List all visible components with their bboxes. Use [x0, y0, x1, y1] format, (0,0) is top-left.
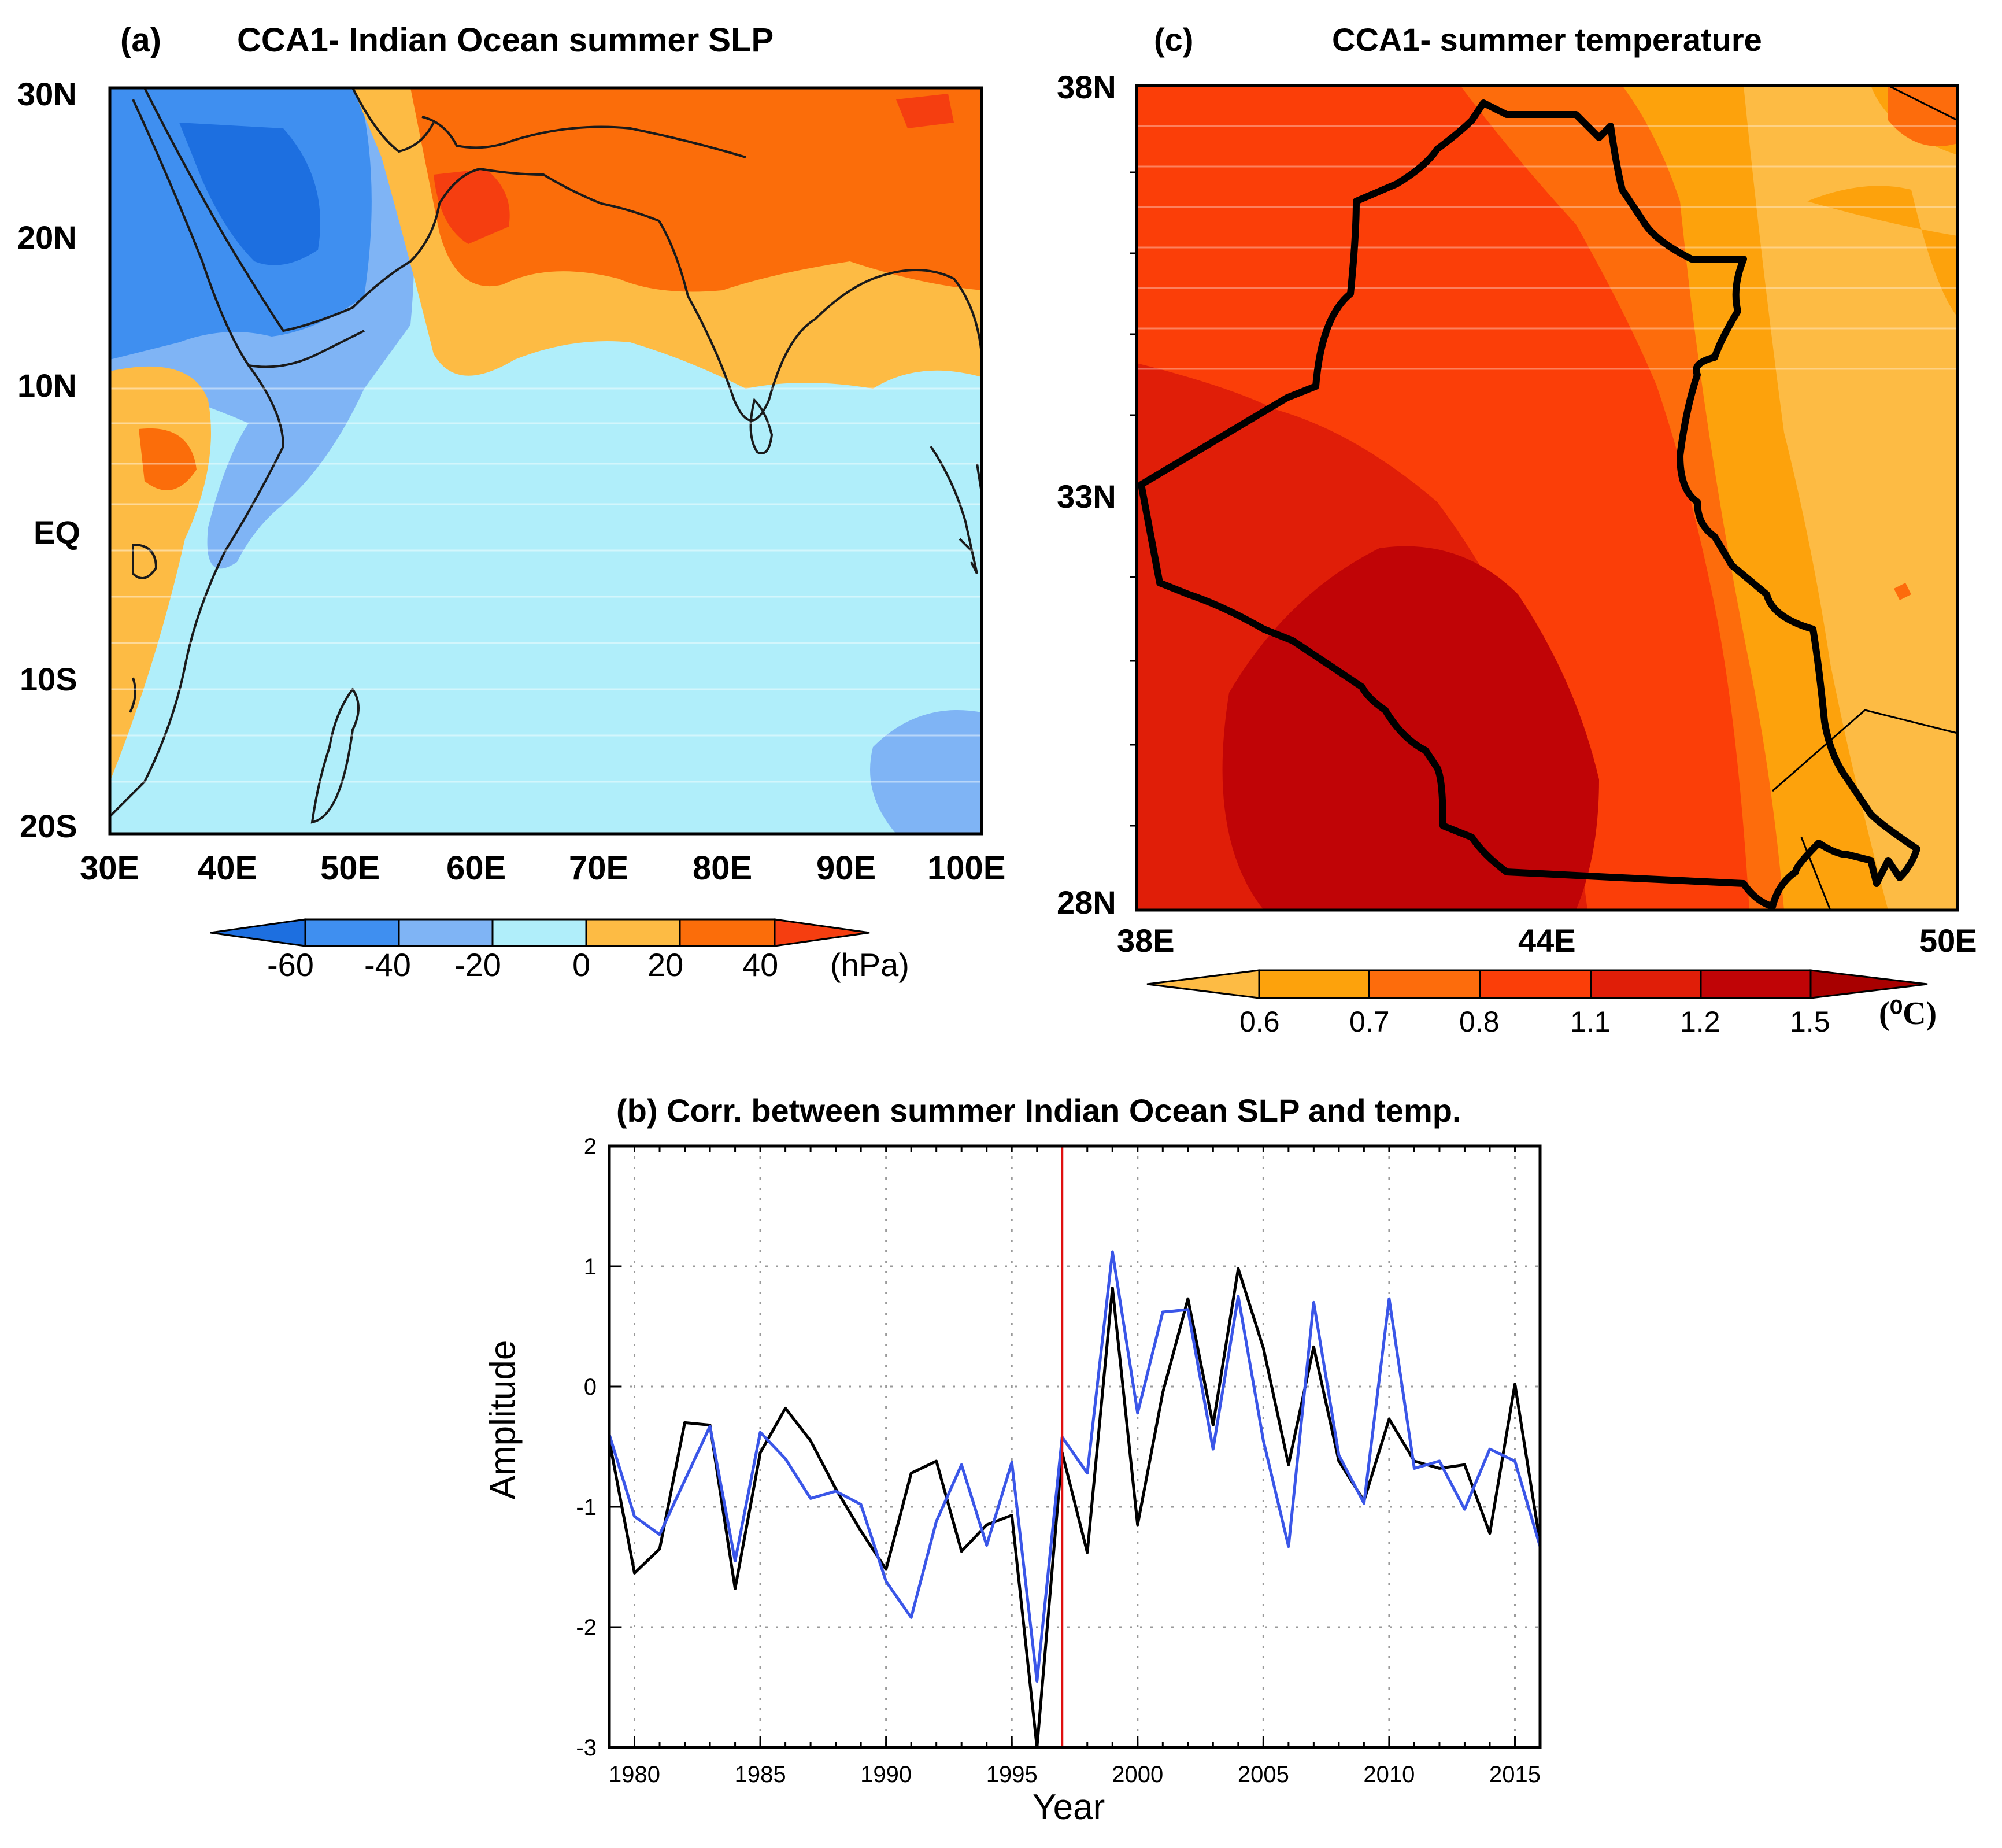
panel-c-colorbar [1146, 969, 1928, 999]
panel-a-lon-label: 100E [927, 849, 1006, 887]
panel-a-colorbar [210, 918, 870, 947]
panel-a-lon-label: 70E [569, 849, 629, 887]
x-tick-label: 2015 [1489, 1762, 1541, 1787]
panel-c-colorbar-tick: 1.5 [1790, 1006, 1830, 1038]
x-axis-label: Year [1033, 1787, 1105, 1827]
y-tick-label: -3 [576, 1735, 597, 1761]
panel-a-lat-label: 20S [20, 808, 77, 844]
y-tick-label: 2 [584, 1134, 597, 1159]
chart-title: (b) Corr. between summer Indian Ocean SL… [616, 1092, 1461, 1129]
x-tick-label: 1995 [986, 1762, 1038, 1787]
panel-a-colorbar-tick: 0 [572, 947, 591, 983]
panel-a-lon-label: 50E [320, 849, 380, 887]
y-tick-label: 1 [584, 1254, 597, 1280]
y-tick-label: -1 [576, 1495, 597, 1520]
panel-c-colorbar-tick: 0.6 [1239, 1006, 1280, 1038]
panel-c-title: CCA1- summer temperature [1332, 21, 1762, 58]
x-tick-label: 1990 [860, 1762, 912, 1787]
panel-c-colorbar-tick: 1.1 [1570, 1006, 1611, 1038]
panel-a-label: (a) [120, 21, 161, 59]
panel-c-lat-label: 38N [1057, 69, 1116, 105]
panel-a-lat-label: 10N [17, 367, 77, 404]
panel-a-colorbar-tick: 20 [647, 947, 684, 983]
panel-a-lon-label: 30E [80, 849, 140, 887]
panel-a-lat-label: 30N [17, 76, 77, 112]
plot-frame [608, 1144, 1542, 1749]
panel-c-lat-label: 28N [1057, 884, 1116, 921]
panel-c-lon-label: 50E [1919, 922, 1977, 959]
x-tick-label: 1980 [609, 1762, 660, 1787]
x-tick-label: 2000 [1112, 1762, 1163, 1787]
panel-a-colorbar-tick: -60 [267, 947, 314, 983]
panel-a-title: CCA1- Indian Ocean summer SLP [237, 21, 774, 59]
y-axis-label: Amplitude [483, 1340, 523, 1500]
series-line-slp [608, 1267, 1542, 1749]
x-tick-label: 1985 [735, 1762, 786, 1787]
panel-a-colorbar-tick: -20 [454, 947, 501, 983]
panel-a-lon-label: 60E [446, 849, 506, 887]
panel-c-colorbar-tick: 0.8 [1459, 1006, 1500, 1038]
panel-a-lat-label: EQ [34, 514, 80, 550]
panel-a-colorbar-tick: -40 [364, 947, 411, 983]
y-tick-label: 0 [584, 1374, 597, 1400]
panel-a-lat-label: 10S [20, 661, 77, 697]
panel-c-colorbar-tick: 0.7 [1349, 1006, 1390, 1038]
panel-c-map [1130, 84, 1959, 912]
panel-a-lon-label: 90E [816, 849, 876, 887]
panel-a-lon-label: 80E [693, 849, 753, 887]
panel-c-label: (c) [1154, 21, 1194, 58]
y-tick-label: -2 [576, 1615, 597, 1640]
panel-a-colorbar-unit: (hPa) [830, 947, 909, 983]
panel-c-lon-label: 44E [1518, 922, 1576, 959]
series-line-temperature [608, 1250, 1542, 1683]
panel-c-lon-label: 38E [1117, 922, 1175, 959]
panel-a-lat-label: 20N [17, 219, 77, 256]
panel-c-colorbar-tick: 1.2 [1680, 1006, 1720, 1038]
panel-a-colorbar-tick: 40 [742, 947, 779, 983]
x-tick-label: 2010 [1363, 1762, 1415, 1787]
panel-c-lat-label: 33N [1057, 478, 1116, 515]
panel-a-map [108, 86, 983, 836]
panel-a-lon-label: 40E [198, 849, 258, 887]
x-tick-label: 2005 [1238, 1762, 1289, 1787]
panel-c-colorbar-unit: (⁰C) [1879, 996, 1937, 1032]
